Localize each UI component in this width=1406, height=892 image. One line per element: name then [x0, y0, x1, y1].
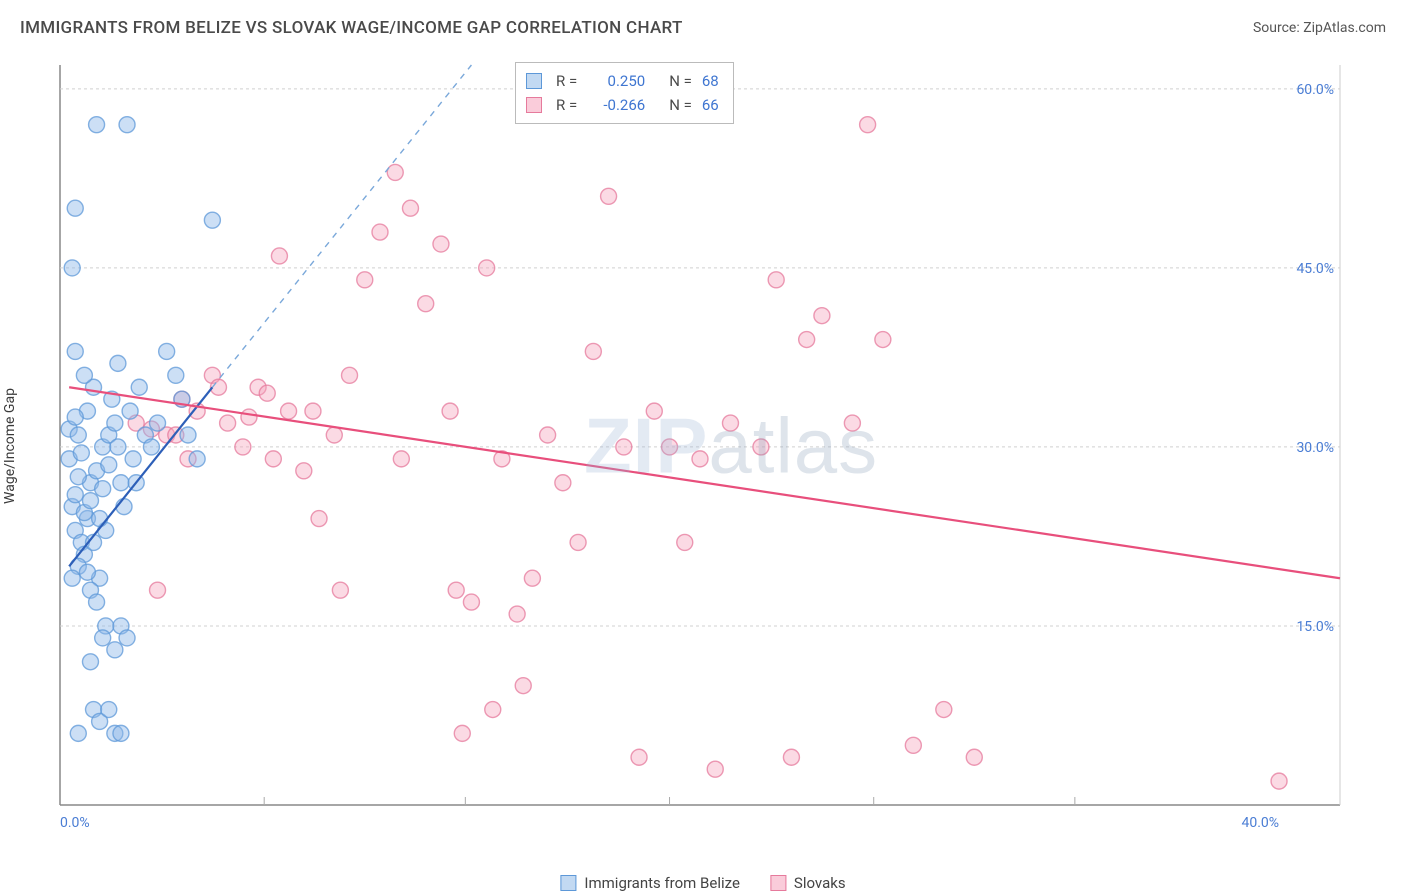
svg-text:60.0%: 60.0% [1296, 82, 1334, 98]
chart-title: IMMIGRANTS FROM BELIZE VS SLOVAK WAGE/IN… [20, 18, 683, 38]
r-value-slovaks: -0.266 [587, 96, 645, 114]
correlation-legend: R = 0.250 N = 68 R = -0.266 N = 66 [515, 62, 734, 124]
source-prefix: Source: [1253, 20, 1303, 36]
legend-label-slovaks: Slovaks [794, 874, 846, 892]
legend-item-belize: Immigrants from Belize [560, 874, 740, 892]
svg-text:30.0%: 30.0% [1296, 440, 1334, 456]
source-attribution: Source: ZipAtlas.com [1253, 20, 1386, 36]
header: IMMIGRANTS FROM BELIZE VS SLOVAK WAGE/IN… [20, 18, 1386, 38]
legend-item-slovaks: Slovaks [770, 874, 846, 892]
legend-row-belize: R = 0.250 N = 68 [526, 69, 719, 93]
svg-text:40.0%: 40.0% [1241, 815, 1279, 831]
n-label: N = [669, 72, 692, 90]
y-axis-label: Wage/Income Gap [2, 388, 18, 504]
r-value-belize: 0.250 [587, 72, 645, 90]
svg-text:0.0%: 0.0% [60, 815, 90, 831]
source-link[interactable]: ZipAtlas.com [1303, 20, 1386, 36]
swatch-blue-icon [526, 73, 542, 89]
series-legend: Immigrants from Belize Slovaks [560, 874, 845, 892]
legend-label-belize: Immigrants from Belize [584, 874, 740, 892]
n-value-belize: 68 [702, 72, 719, 90]
swatch-pink-icon [526, 97, 542, 113]
n-label: N = [669, 96, 692, 114]
r-label: R = [556, 96, 577, 114]
chart-svg: 15.0% 30.0% 45.0% 60.0% 0.0% 40.0% [50, 60, 1370, 840]
swatch-blue-icon [560, 875, 576, 891]
svg-text:45.0%: 45.0% [1296, 261, 1334, 277]
svg-text:15.0%: 15.0% [1296, 619, 1334, 635]
n-value-slovaks: 66 [702, 96, 719, 114]
scatter-chart: 15.0% 30.0% 45.0% 60.0% 0.0% 40.0% [50, 60, 1370, 840]
legend-row-slovaks: R = -0.266 N = 66 [526, 93, 719, 117]
swatch-pink-icon [770, 875, 786, 891]
r-label: R = [556, 72, 577, 90]
